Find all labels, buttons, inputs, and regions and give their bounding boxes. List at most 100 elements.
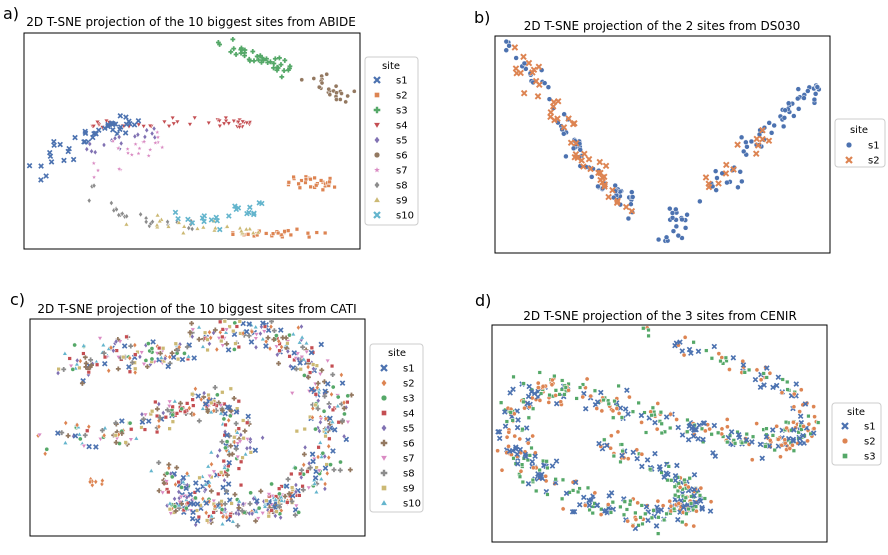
data-point-s2 (798, 387, 804, 393)
data-point-s1 (582, 405, 589, 412)
data-point-s8 (300, 487, 306, 493)
data-point-s1 (670, 228, 677, 234)
data-point-s10 (313, 489, 320, 495)
data-point-s8 (239, 508, 245, 514)
legend-marker-s10 (380, 499, 388, 506)
data-point-s7 (154, 133, 162, 140)
data-point-s1 (308, 349, 315, 356)
data-point-s2 (220, 513, 226, 520)
data-point-s6 (337, 97, 343, 102)
data-point-s3 (221, 416, 227, 422)
data-point-s8 (157, 415, 163, 421)
data-point-s2 (681, 352, 687, 358)
data-point-s1 (589, 174, 595, 180)
data-point-s1 (503, 38, 510, 45)
data-point-s1 (545, 84, 552, 90)
data-point-s1 (507, 390, 513, 396)
data-point-s1 (677, 339, 683, 345)
data-point-s1 (802, 401, 809, 407)
data-point-s10 (272, 496, 279, 502)
data-point-s4 (192, 490, 197, 495)
legend-label-s2: s2 (396, 91, 408, 102)
data-point-s9 (250, 229, 257, 235)
data-point-s9 (314, 465, 319, 470)
data-point-s1 (691, 486, 698, 493)
data-point-s2 (525, 59, 533, 67)
data-point-s2 (592, 490, 598, 496)
data-point-s3 (242, 50, 248, 56)
data-point-s3 (650, 405, 656, 410)
data-point-s2 (797, 409, 802, 414)
data-point-s2 (308, 184, 313, 189)
data-point-s1 (586, 497, 592, 504)
data-point-s3 (656, 531, 661, 536)
data-point-s8 (307, 465, 313, 471)
data-point-s10 (234, 429, 241, 435)
data-point-s1 (781, 115, 788, 121)
data-point-s2 (655, 401, 661, 406)
data-point-s3 (816, 420, 821, 425)
data-point-s2 (605, 193, 612, 201)
data-point-s5 (293, 481, 299, 489)
data-point-s3 (659, 430, 664, 436)
data-point-s4 (67, 356, 72, 361)
data-point-s2 (753, 135, 761, 143)
data-point-s8 (233, 446, 239, 452)
data-point-s2 (288, 232, 293, 238)
data-point-s9 (311, 362, 316, 367)
data-point-s1 (759, 455, 766, 462)
data-point-s6 (316, 84, 322, 90)
data-point-s3 (547, 392, 552, 398)
data-point-s5 (215, 452, 220, 460)
data-point-s3 (806, 413, 811, 419)
data-point-s7 (115, 165, 123, 172)
data-point-s2 (596, 158, 604, 166)
data-point-s3 (680, 519, 685, 525)
data-point-s1 (655, 508, 662, 515)
data-point-s8 (285, 476, 291, 482)
data-point-s5 (244, 445, 250, 452)
data-point-s3 (552, 373, 557, 379)
data-point-s6 (258, 488, 264, 494)
scatter-points (503, 38, 822, 244)
data-point-s1 (629, 189, 635, 195)
data-point-s8 (292, 512, 298, 518)
data-point-s2 (722, 170, 730, 177)
data-point-s6 (231, 395, 237, 401)
data-point-s3 (281, 68, 287, 73)
data-point-s3 (702, 496, 707, 501)
data-point-s1 (553, 458, 560, 464)
data-point-s3 (233, 52, 239, 57)
data-point-s1 (814, 84, 821, 90)
data-point-s1 (811, 96, 818, 103)
data-point-s3 (611, 453, 616, 459)
data-point-s4 (133, 352, 138, 357)
data-point-s6 (169, 350, 175, 356)
data-point-s1 (639, 463, 645, 470)
data-point-s4 (218, 319, 223, 324)
data-point-s1 (170, 354, 177, 360)
data-point-s2 (715, 180, 722, 187)
panel-b: b) 2D T-SNE projection of the 2 sites fr… (474, 8, 886, 254)
data-point-s3 (575, 489, 581, 495)
data-point-s1 (782, 107, 788, 113)
data-point-s1 (771, 122, 777, 129)
data-point-s5 (274, 351, 280, 358)
data-point-s1 (764, 365, 770, 371)
data-point-s7 (303, 349, 310, 355)
data-point-s3 (683, 495, 688, 500)
data-point-s3 (687, 476, 692, 481)
data-point-s2 (708, 499, 714, 505)
data-point-s3 (541, 458, 546, 464)
data-point-s10 (148, 467, 155, 473)
data-point-s10 (247, 204, 253, 211)
data-point-s7 (189, 327, 196, 333)
data-point-s5 (162, 355, 168, 362)
data-point-s2 (99, 480, 105, 488)
data-point-s8 (141, 416, 147, 422)
data-point-s1 (145, 418, 152, 424)
legend-label-s2: s2 (868, 156, 880, 167)
data-point-s6 (334, 90, 339, 96)
data-point-s3 (628, 498, 633, 504)
legend-label-s1: s1 (403, 364, 415, 375)
